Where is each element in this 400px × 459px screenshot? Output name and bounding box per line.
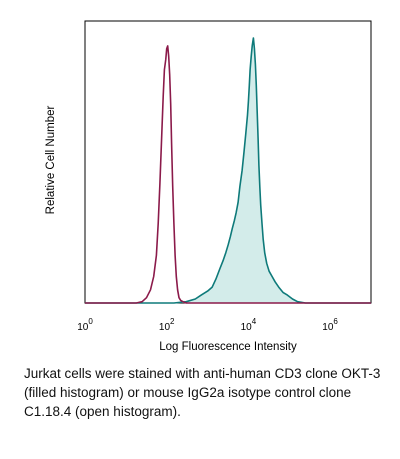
- series-layer: [85, 37, 371, 304]
- x-tick-label: 106: [322, 317, 338, 333]
- x-tick-label: 104: [241, 317, 257, 333]
- filled-histogram-area: [85, 38, 371, 303]
- x-tick-label: 100: [77, 317, 93, 333]
- figure-caption: Jurkat cells were stained with anti-huma…: [24, 366, 381, 419]
- open-histogram-line: [85, 45, 371, 304]
- x-axis-label: Log Fluorescence Intensity: [159, 341, 297, 353]
- x-tick-labels: 100 102 104 106: [77, 317, 338, 333]
- filled-histogram-line: [85, 37, 371, 304]
- x-tick-label: 102: [159, 317, 175, 333]
- y-axis-label: Relative Cell Number: [45, 106, 57, 215]
